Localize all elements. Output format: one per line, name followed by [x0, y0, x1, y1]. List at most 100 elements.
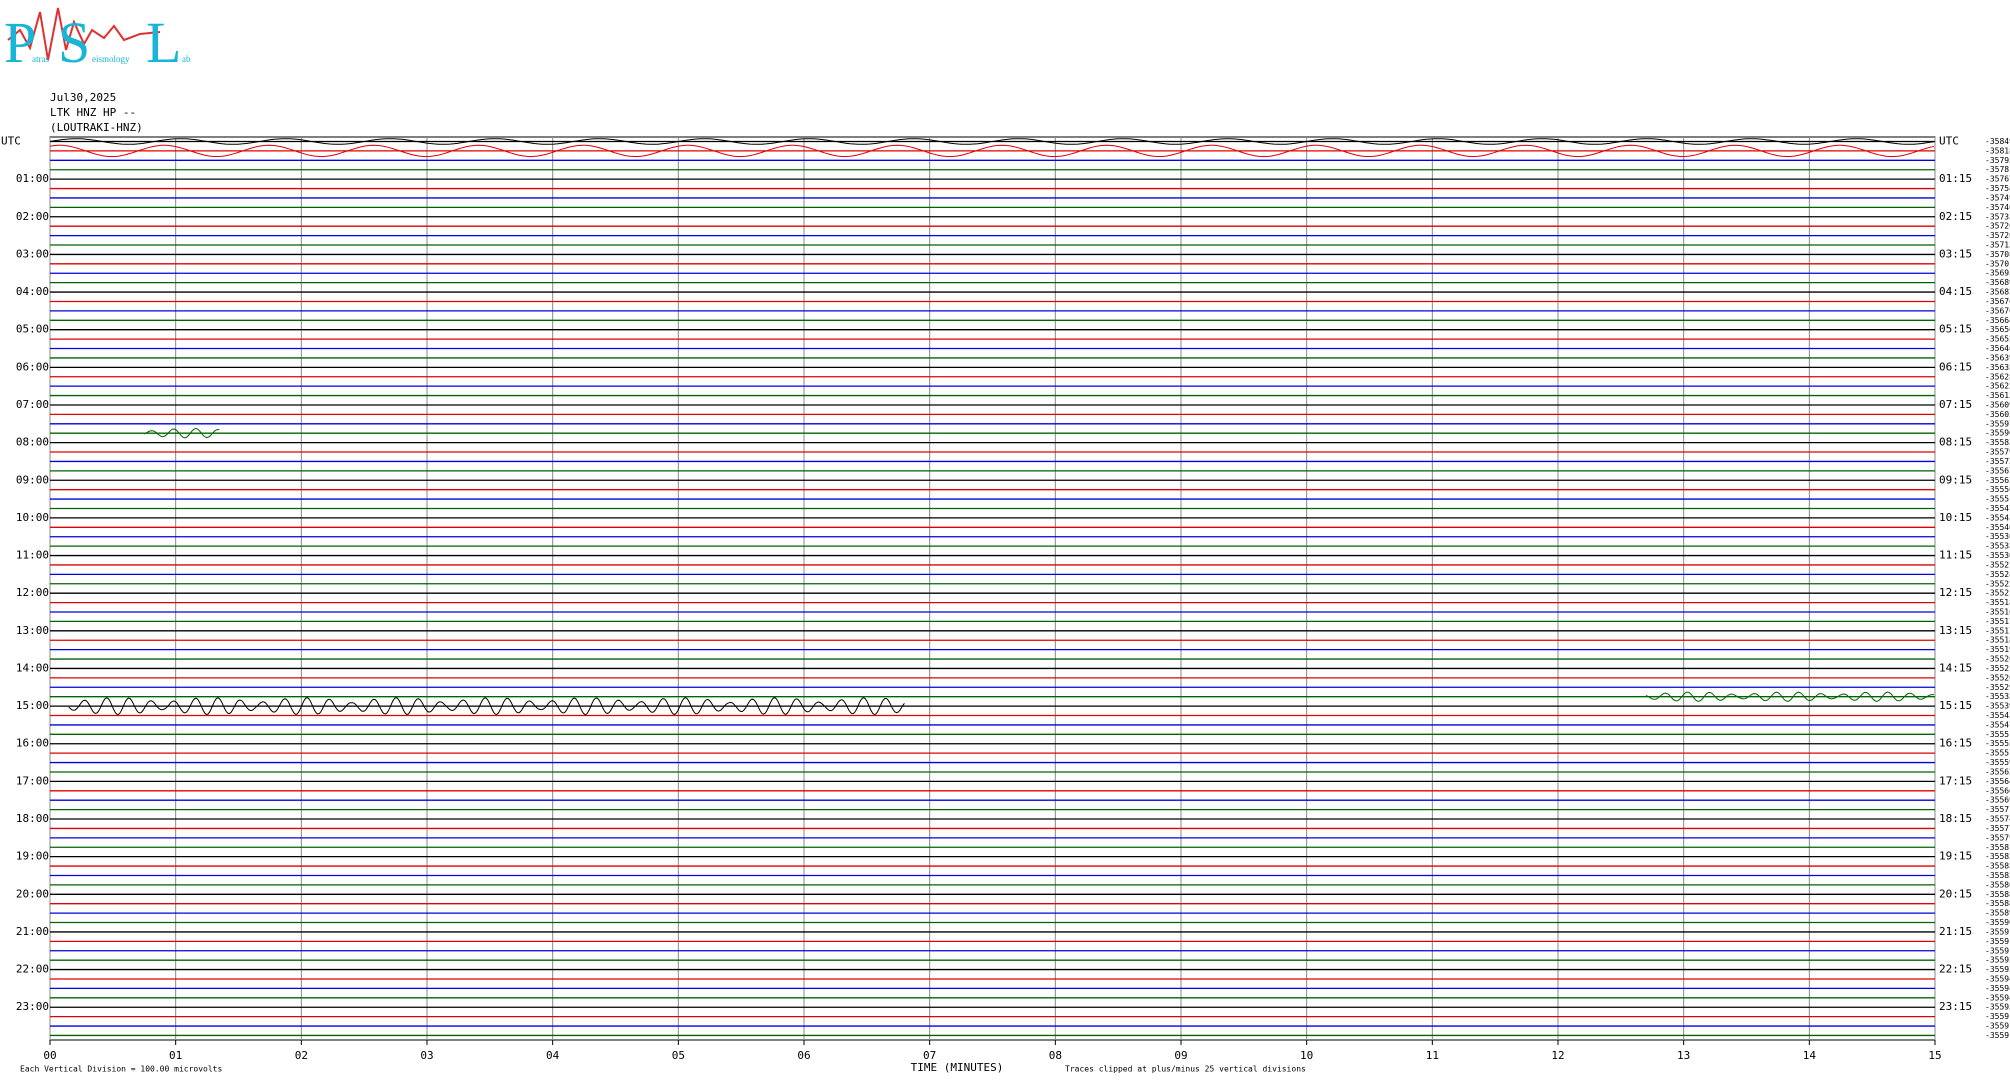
hour-label: 07:00: [16, 398, 49, 411]
trace-offset: -35594: [1985, 974, 2010, 983]
trace-offset: -35566: [1985, 786, 2010, 795]
trace-offset: -35529: [1985, 683, 2010, 692]
hour-label: 13:00: [16, 624, 49, 637]
trace-offset: -35664: [1985, 316, 2010, 325]
x-tick-label: 12: [1551, 1049, 1564, 1062]
trace-offset: -35589: [1985, 909, 2010, 918]
trace-offset: -35740: [1985, 203, 2010, 212]
hour-label: 10:00: [16, 511, 49, 524]
trace-offset: -35726: [1985, 222, 2010, 231]
trace-offset: -35628: [1985, 372, 2010, 381]
logo: P S L atras eismology ab: [4, 7, 191, 75]
trace-offset: -35557: [1985, 749, 2010, 758]
hour-label-right: 03:15: [1939, 247, 1972, 260]
trace-offset: -35594: [1985, 993, 2010, 1002]
trace-offset: -35526: [1985, 673, 2010, 682]
hour-label-right: 17:15: [1939, 774, 1972, 787]
hour-label: 06:00: [16, 360, 49, 373]
trace-offset: -35533: [1985, 542, 2010, 551]
hour-label-right: 23:15: [1939, 1000, 1972, 1013]
trace-offset: -35720: [1985, 231, 2010, 240]
trace-offset: -35574: [1985, 815, 2010, 824]
trace-offset: -35635: [1985, 363, 2010, 372]
hour-label: 08:00: [16, 436, 49, 449]
plot-frame: [49, 136, 1936, 1041]
hour-label: 14:00: [16, 661, 49, 674]
trace-offset: -35536: [1985, 532, 2010, 541]
trace-offset: -35749: [1985, 193, 2010, 202]
trace-offset: -35581: [1985, 843, 2010, 852]
trace-offset: -35767: [1985, 175, 2010, 184]
station-name: (LOUTRAKI-HNZ): [50, 121, 143, 134]
logo-word: ab: [182, 54, 191, 64]
trace-event: [144, 428, 220, 439]
trace-offset: -35547: [1985, 504, 2010, 513]
hour-label-right: 15:15: [1939, 699, 1972, 712]
trace-offset: -35579: [1985, 448, 2010, 457]
trace-offset: -35517: [1985, 626, 2010, 635]
trace-offset: -35591: [1985, 1022, 2010, 1031]
trace-offset: -35818: [1985, 146, 2010, 155]
trace-offset: -35519: [1985, 645, 2010, 654]
trace-offset: -35591: [1985, 1012, 2010, 1021]
logo-letter: P: [4, 10, 36, 75]
clip-note: Traces clipped at plus/minus 25 vertical…: [1065, 1065, 1306, 1074]
trace-offset: -35571: [1985, 805, 2010, 814]
trace-offset: -35567: [1985, 466, 2010, 475]
hour-label-right: 09:15: [1939, 473, 1972, 486]
trace-offset: -35591: [1985, 937, 2010, 946]
trace-offset: -35713: [1985, 241, 2010, 250]
x-tick-label: 13: [1677, 1049, 1690, 1062]
trace-offset: -35795: [1985, 156, 2010, 165]
trace-event: [1645, 691, 1935, 702]
trace-offset: -35585: [1985, 862, 2010, 871]
logo-letter: S: [58, 10, 90, 75]
trace-offset: -35591: [1985, 1031, 2010, 1040]
x-tick-label: 06: [797, 1049, 810, 1062]
hour-label-right: 21:15: [1939, 925, 1972, 938]
trace-offset: -35543: [1985, 513, 2010, 522]
hour-label-right: 19:15: [1939, 850, 1972, 863]
hour-label-right: 16:15: [1939, 737, 1972, 750]
trace-offset: -35573: [1985, 457, 2010, 466]
trace-offset: -35670: [1985, 306, 2010, 315]
trace-offset: -35639: [1985, 353, 2010, 362]
station: LTK HNZ HP --: [50, 106, 136, 119]
trace-offset: -35516: [1985, 608, 2010, 617]
x-tick-label: 08: [1049, 1049, 1062, 1062]
hour-label-right: 07:15: [1939, 398, 1972, 411]
date: Jul30,2025: [50, 91, 116, 104]
trace-offset: -35603: [1985, 410, 2010, 419]
trace-offset: -35530: [1985, 551, 2010, 560]
trace-offset: -35520: [1985, 655, 2010, 664]
trace-offset: -35656: [1985, 325, 2010, 334]
trace-offset: -35695: [1985, 269, 2010, 278]
hour-label-right: 01:15: [1939, 172, 1972, 185]
trace-offset: -35615: [1985, 391, 2010, 400]
trace-offset: -35593: [1985, 965, 2010, 974]
hour-label: 18:00: [16, 812, 49, 825]
trace-offset: -35708: [1985, 250, 2010, 259]
hour-label-right: 10:15: [1939, 511, 1972, 524]
hour-label-right: 14:15: [1939, 661, 1972, 674]
hour-label: UTC: [1, 135, 21, 148]
hour-label-right: 18:15: [1939, 812, 1972, 825]
trace-offset: -35551: [1985, 730, 2010, 739]
trace-offset: -35547: [1985, 720, 2010, 729]
trace-offset: -35562: [1985, 476, 2010, 485]
trace-offset: -35701: [1985, 259, 2010, 268]
x-tick-label: 15: [1928, 1049, 1941, 1062]
hour-label-right: 22:15: [1939, 963, 1972, 976]
hour-label: 03:00: [16, 247, 49, 260]
trace-offset: -35689: [1985, 278, 2010, 287]
trace-offset: -35583: [1985, 438, 2010, 447]
hour-label-right: 11:15: [1939, 549, 1972, 562]
trace-offset: -35781: [1985, 165, 2010, 174]
trace-offset: -35564: [1985, 777, 2010, 786]
trace-offset: -35676: [1985, 297, 2010, 306]
trace-offset: -35556: [1985, 485, 2010, 494]
hour-label: 20:00: [16, 887, 49, 900]
x-tick-label: 00: [43, 1049, 56, 1062]
hour-label: 09:00: [16, 473, 49, 486]
hour-label: 02:00: [16, 210, 49, 223]
